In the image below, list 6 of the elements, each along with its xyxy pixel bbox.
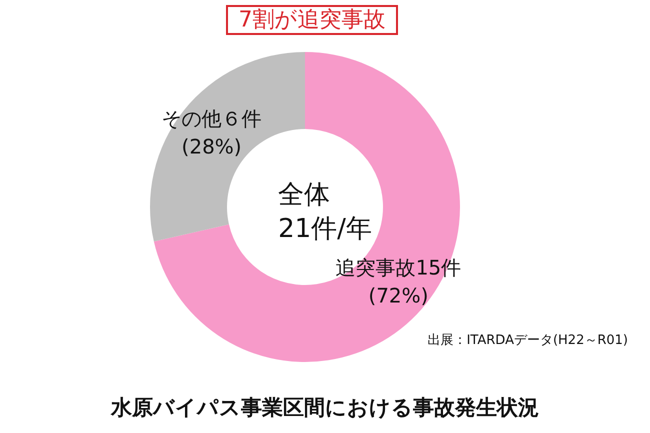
text: 全体 21件/年	[278, 180, 372, 244]
text: 水原バイパス事業区間における事故発生状況	[110, 396, 539, 420]
slice-label: 追突事故15件 (72%)	[336, 256, 462, 308]
text: 出展：ITARDAデータ(H22～R01)	[428, 333, 628, 348]
slice-label: その他６件 (28%)	[162, 106, 262, 158]
chart-title: 7割が追突事故	[238, 8, 386, 32]
